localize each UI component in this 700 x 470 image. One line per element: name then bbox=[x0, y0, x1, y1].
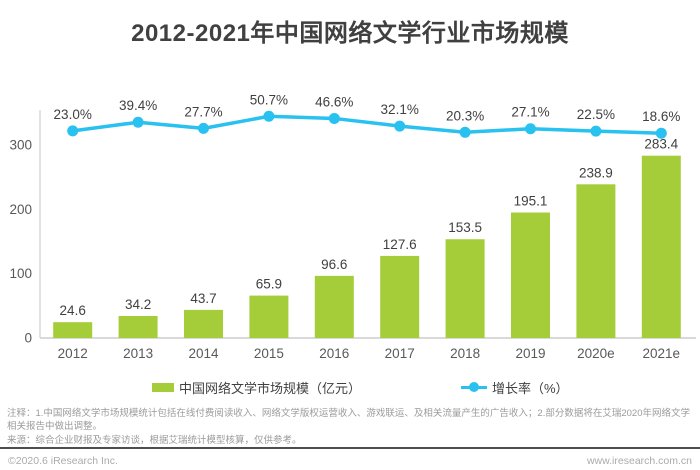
chart-legend: 中国网络文学市场规模（亿元） 增长率（%） bbox=[0, 377, 700, 397]
growth-rate-point bbox=[132, 116, 144, 128]
growth-rate-point bbox=[655, 127, 667, 139]
y-tick-label: 0 bbox=[24, 331, 32, 346]
line-series-swatch bbox=[461, 382, 487, 392]
x-axis-label: 2021e bbox=[643, 346, 681, 361]
legend-item-growth-rate: 增长率（%） bbox=[461, 377, 569, 397]
growth-rate-label: 32.1% bbox=[381, 102, 419, 117]
growth-rate-point bbox=[67, 125, 79, 137]
bar-value-label: 238.9 bbox=[579, 165, 613, 180]
bar-value-label: 65.9 bbox=[256, 277, 282, 292]
growth-rate-line bbox=[70, 114, 664, 135]
growth-rate-point bbox=[525, 123, 536, 135]
bar-value-label: 195.1 bbox=[514, 193, 548, 208]
growth-rate-point bbox=[328, 112, 340, 124]
bar-market-size bbox=[184, 309, 223, 338]
legend-label-growth-rate: 增长率（%） bbox=[492, 380, 569, 396]
x-axis-label: 2012 bbox=[58, 346, 88, 361]
page-title: 2012-2021年中国网络文学行业市场规模 bbox=[131, 20, 569, 47]
growth-rate-point bbox=[590, 125, 602, 137]
legend-label-market-size: 中国网络文学市场规模（亿元） bbox=[179, 380, 362, 396]
bar-value-label: 283.4 bbox=[644, 137, 678, 152]
copyright-text: ©2020.6 iResearch Inc. bbox=[8, 455, 118, 467]
bar-value-label: 34.2 bbox=[125, 297, 151, 312]
line-series-dot bbox=[469, 382, 479, 392]
growth-rate-label: 20.3% bbox=[446, 108, 484, 123]
x-axis-label: 2013 bbox=[123, 346, 153, 361]
growth-rate-point bbox=[198, 122, 209, 134]
legend-item-market-size: 中国网络文学市场规模（亿元） bbox=[152, 377, 361, 397]
bar-value-label: 153.5 bbox=[448, 220, 482, 235]
y-tick-label: 100 bbox=[9, 266, 32, 281]
x-axis-label: 2019 bbox=[515, 346, 545, 361]
x-axis-label: 2014 bbox=[188, 346, 219, 361]
bar-value-label: 127.6 bbox=[383, 237, 417, 252]
bar-market-size bbox=[511, 212, 550, 338]
growth-rate-point bbox=[459, 126, 471, 138]
chart-notes: 注释：1.中国网络文学市场规模统计包括在线付费阅读收入、网络文学版权运营收入、游… bbox=[7, 407, 697, 447]
note-annotation: 注释：1.中国网络文学市场规模统计包括在线付费阅读收入、网络文学版权运营收入、游… bbox=[7, 408, 690, 433]
growth-rate-label: 50.7% bbox=[250, 92, 288, 107]
bar-value-label: 24.6 bbox=[60, 303, 86, 318]
growth-rate-label: 23.0% bbox=[54, 107, 92, 122]
bar-market-size bbox=[641, 155, 681, 338]
bar-market-size bbox=[249, 295, 289, 338]
bar-market-size bbox=[314, 275, 354, 338]
growth-rate-label: 22.5% bbox=[577, 107, 615, 122]
page-footer: ©2020.6 iResearch Inc. www.iresearch.com… bbox=[0, 452, 700, 470]
x-axis-label: 2016 bbox=[319, 346, 349, 361]
x-axis-label: 2020e bbox=[577, 346, 615, 361]
y-tick-label: 200 bbox=[9, 202, 32, 217]
bar-value-label: 43.7 bbox=[190, 291, 216, 306]
bar-market-size bbox=[445, 239, 485, 338]
x-axis-label: 2018 bbox=[450, 346, 480, 361]
footer-divider bbox=[0, 447, 700, 449]
bar-series-swatch bbox=[152, 382, 174, 392]
growth-rate-label: 27.7% bbox=[184, 104, 222, 119]
x-axis-label: 2017 bbox=[385, 346, 415, 361]
bar-market-size bbox=[53, 322, 93, 338]
growth-rate-label: 39.4% bbox=[119, 98, 157, 113]
x-axis-label: 2015 bbox=[254, 346, 284, 361]
y-tick-label: 300 bbox=[9, 138, 32, 153]
bar-market-size bbox=[576, 184, 616, 338]
growth-rate-label: 27.1% bbox=[511, 105, 549, 120]
bar-value-label: 96.6 bbox=[321, 257, 347, 272]
growth-rate-point bbox=[263, 110, 275, 122]
growth-rate-point bbox=[394, 120, 406, 132]
note-source: 来源：综合企业财报及专家访谈，根据艾瑞统计模型核算，仅供参考。 bbox=[7, 434, 302, 446]
growth-rate-label: 18.6% bbox=[642, 109, 680, 124]
bar-market-size bbox=[380, 255, 420, 338]
website-link[interactable]: www.iresearch.com.cn bbox=[586, 455, 692, 467]
bar-market-size bbox=[118, 315, 158, 338]
growth-rate-label: 46.6% bbox=[315, 94, 353, 109]
